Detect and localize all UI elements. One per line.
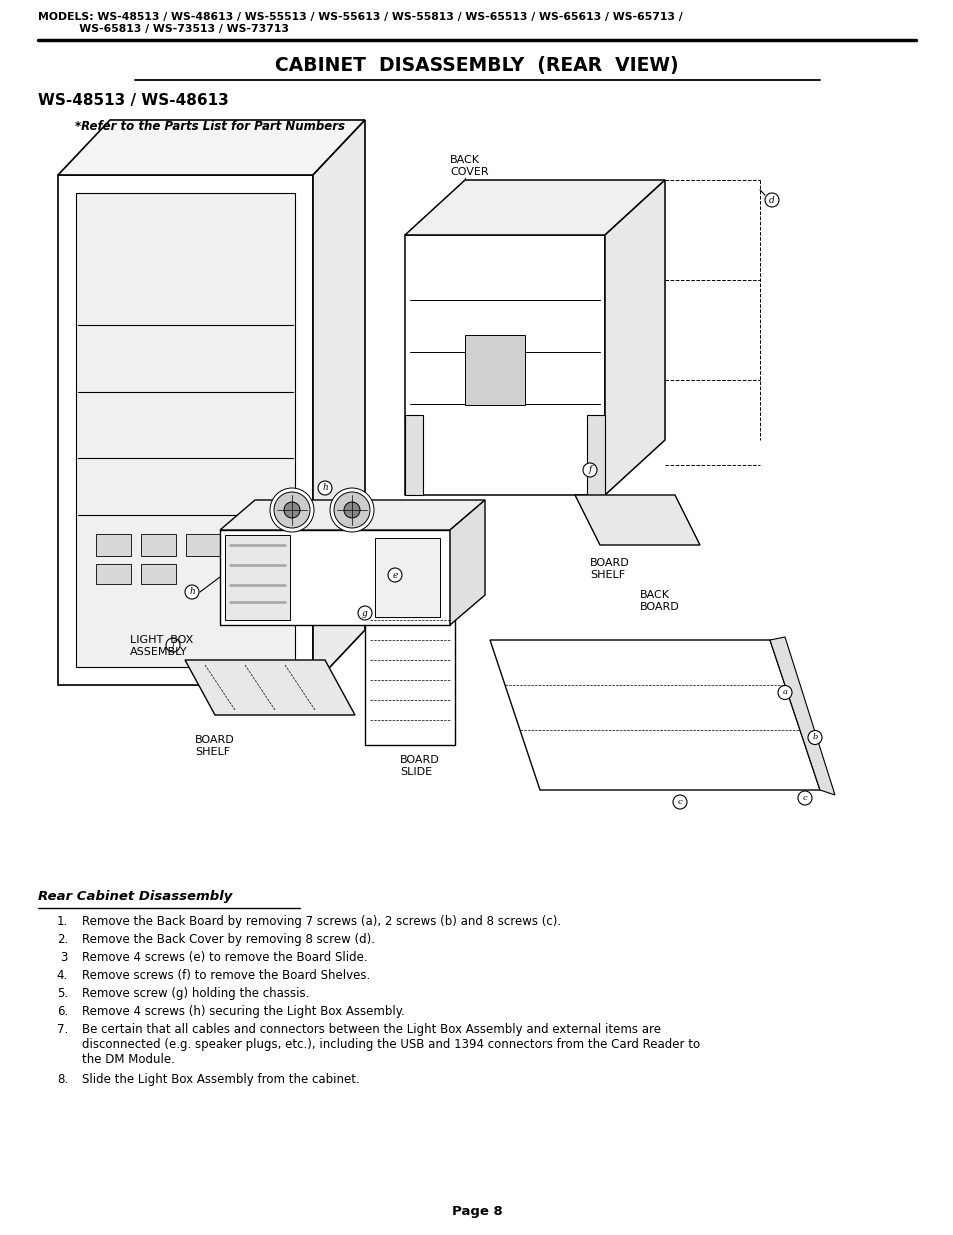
Text: Remove screw (g) holding the chassis.: Remove screw (g) holding the chassis. — [82, 987, 309, 1000]
Text: WS-48513 / WS-48613: WS-48513 / WS-48613 — [38, 93, 229, 107]
Polygon shape — [769, 637, 834, 795]
Circle shape — [284, 501, 299, 517]
Text: WS-65813 / WS-73513 / WS-73713: WS-65813 / WS-73513 / WS-73713 — [38, 23, 289, 35]
Polygon shape — [220, 530, 450, 625]
Text: 7.: 7. — [56, 1023, 68, 1036]
Circle shape — [334, 492, 370, 529]
Text: c: c — [801, 794, 806, 802]
Polygon shape — [405, 415, 422, 495]
Circle shape — [270, 488, 314, 532]
Text: 5.: 5. — [57, 987, 68, 1000]
Text: f: f — [172, 641, 174, 650]
Text: 2.: 2. — [56, 932, 68, 946]
Polygon shape — [96, 534, 131, 556]
Polygon shape — [141, 534, 175, 556]
Text: e: e — [392, 571, 397, 579]
Text: 1.: 1. — [56, 915, 68, 927]
Text: BOARD
SHELF: BOARD SHELF — [589, 558, 629, 579]
Text: Remove the Back Board by removing 7 screws (a), 2 screws (b) and 8 screws (c).: Remove the Back Board by removing 7 scre… — [82, 915, 560, 927]
Text: Be certain that all cables and connectors between the Light Box Assembly and ext: Be certain that all cables and connector… — [82, 1023, 700, 1066]
Text: b: b — [811, 734, 817, 741]
Circle shape — [797, 790, 811, 805]
Circle shape — [388, 568, 401, 582]
Text: d: d — [768, 195, 774, 205]
Polygon shape — [464, 335, 524, 405]
Polygon shape — [375, 538, 439, 618]
Text: Page 8: Page 8 — [451, 1205, 502, 1218]
Polygon shape — [221, 534, 255, 556]
Polygon shape — [365, 600, 455, 745]
Polygon shape — [405, 235, 604, 495]
Polygon shape — [575, 495, 700, 545]
Text: 8.: 8. — [57, 1073, 68, 1086]
Polygon shape — [405, 180, 664, 235]
Text: f: f — [588, 466, 591, 474]
Circle shape — [166, 638, 180, 652]
Text: *Refer to the Parts List for Part Numbers: *Refer to the Parts List for Part Number… — [75, 120, 345, 133]
Text: CABINET  DISASSEMBLY  (REAR  VIEW): CABINET DISASSEMBLY (REAR VIEW) — [274, 56, 679, 75]
Circle shape — [778, 685, 791, 699]
Circle shape — [807, 730, 821, 745]
Circle shape — [582, 463, 597, 477]
Polygon shape — [58, 175, 313, 685]
Polygon shape — [58, 120, 365, 175]
Circle shape — [764, 193, 779, 207]
Text: 3: 3 — [61, 951, 68, 965]
Text: Remove 4 screws (e) to remove the Board Slide.: Remove 4 screws (e) to remove the Board … — [82, 951, 367, 965]
Text: Remove 4 screws (h) securing the Light Box Assembly.: Remove 4 screws (h) securing the Light B… — [82, 1005, 404, 1018]
Text: Remove the Back Cover by removing 8 screw (d).: Remove the Back Cover by removing 8 scre… — [82, 932, 375, 946]
Text: g: g — [362, 609, 368, 618]
Text: Remove screws (f) to remove the Board Shelves.: Remove screws (f) to remove the Board Sh… — [82, 969, 370, 982]
Polygon shape — [604, 180, 664, 495]
Text: a: a — [781, 688, 786, 697]
Circle shape — [274, 492, 310, 529]
Text: BOARD
SHELF: BOARD SHELF — [194, 735, 234, 757]
Circle shape — [344, 501, 359, 517]
Text: LIGHT  BOX
ASSEMBLY: LIGHT BOX ASSEMBLY — [130, 635, 193, 657]
Polygon shape — [186, 534, 221, 556]
Circle shape — [185, 585, 199, 599]
Polygon shape — [365, 580, 470, 600]
Polygon shape — [185, 659, 355, 715]
Circle shape — [330, 488, 374, 532]
Circle shape — [672, 795, 686, 809]
Text: h: h — [189, 588, 194, 597]
Text: 4.: 4. — [56, 969, 68, 982]
Polygon shape — [141, 564, 175, 584]
Circle shape — [317, 480, 332, 495]
Text: 6.: 6. — [56, 1005, 68, 1018]
Circle shape — [357, 606, 372, 620]
Polygon shape — [76, 193, 294, 667]
Text: Rear Cabinet Disassembly: Rear Cabinet Disassembly — [38, 890, 233, 903]
Text: Slide the Light Box Assembly from the cabinet.: Slide the Light Box Assembly from the ca… — [82, 1073, 359, 1086]
Polygon shape — [490, 640, 820, 790]
Text: BOARD
SLIDE: BOARD SLIDE — [399, 755, 439, 777]
Polygon shape — [313, 120, 365, 685]
Text: MODELS: WS-48513 / WS-48613 / WS-55513 / WS-55613 / WS-55813 / WS-65513 / WS-656: MODELS: WS-48513 / WS-48613 / WS-55513 /… — [38, 12, 682, 22]
Text: h: h — [322, 483, 328, 493]
Text: BACK
COVER: BACK COVER — [450, 156, 488, 177]
Text: c: c — [677, 798, 681, 806]
Polygon shape — [220, 500, 484, 530]
Polygon shape — [96, 564, 131, 584]
Polygon shape — [225, 535, 290, 620]
Text: BACK
BOARD: BACK BOARD — [639, 590, 679, 611]
Polygon shape — [450, 500, 484, 625]
Polygon shape — [586, 415, 604, 495]
